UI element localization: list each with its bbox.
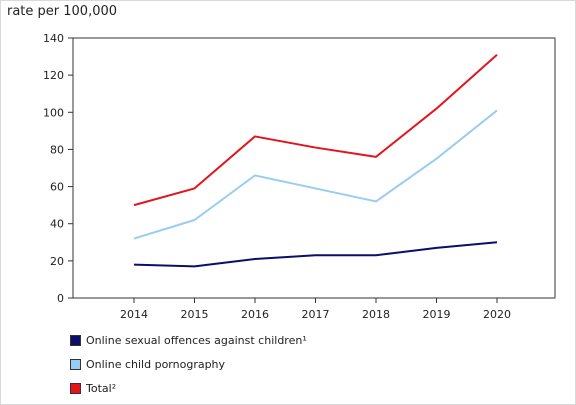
plot-area [72,37,556,299]
x-tick-label: 2016 [241,308,269,321]
x-tick-label: 2017 [302,308,330,321]
legend-item-sexual-offences: Online sexual offences against children¹ [70,328,307,352]
legend-label-sexual-offences: Online sexual offences against children¹ [86,333,307,347]
legend-swatch-sexual-offences [70,334,81,346]
legend-label-total: Total² [86,381,117,395]
series-line-child-pornography [133,109,498,240]
legend-item-child-pornography: Online child pornography [70,352,307,376]
y-tick-label: 120 [43,69,64,82]
x-tick-label: 2014 [120,308,148,321]
chart-legend: Online sexual offences against children¹… [70,328,307,400]
legend-swatch-child-pornography [70,358,81,370]
y-tick-label: 80 [50,143,64,156]
x-tick-label: 2015 [181,308,209,321]
x-tick-label: 2018 [362,308,390,321]
legend-item-total: Total² [70,376,307,400]
series-line-sexual-offences [133,241,498,268]
x-tick-label: 2019 [423,308,451,321]
series-line-total [133,53,498,207]
y-tick-label: 0 [57,292,64,305]
y-tick-label: 40 [50,218,64,231]
legend-label-child-pornography: Online child pornography [86,357,226,371]
y-tick-label: 140 [43,32,64,45]
x-tick-label: 2020 [483,308,511,321]
y-axis-unit-label: rate per 100,000 [7,4,118,19]
legend-swatch-total [70,382,81,394]
y-tick-label: 100 [43,106,64,119]
y-tick-label: 20 [50,255,64,268]
y-tick-label: 60 [50,181,64,194]
